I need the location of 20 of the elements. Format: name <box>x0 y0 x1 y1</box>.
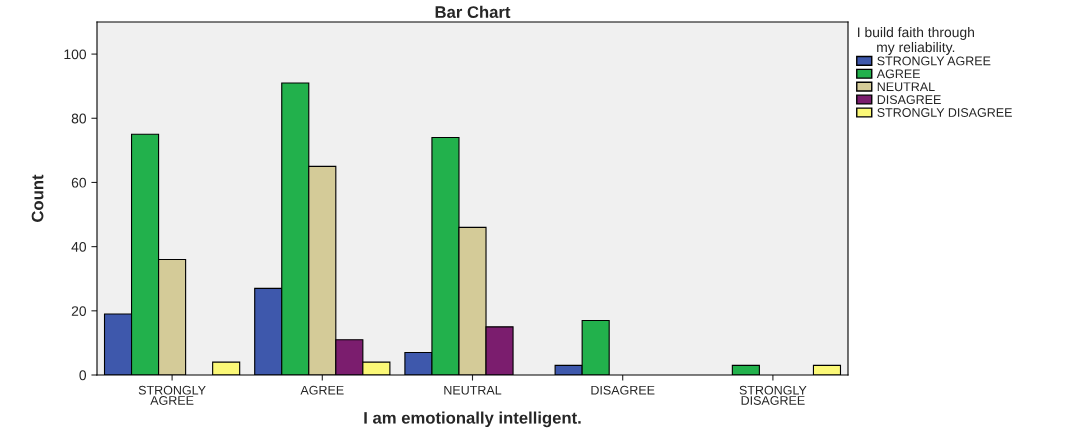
legend-label: AGREE <box>876 69 920 79</box>
x-axis-title: I am emotionally intelligent. <box>364 411 581 428</box>
legend-label: DISAGREE <box>877 95 941 105</box>
legend-label: STRONGLY AGREE <box>877 56 991 66</box>
x-tick-label: AGREE <box>300 385 344 395</box>
chart-title: Bar Chart <box>435 5 511 18</box>
y-tick-label: 100 <box>64 49 87 60</box>
x-tick-label: STRONGLY DISAGREE <box>739 385 807 405</box>
y-tick-label: 80 <box>71 113 87 124</box>
legend-title: I build faith through my reliability. <box>858 27 974 55</box>
y-tick-label: 60 <box>71 177 87 188</box>
x-tick-label: DISAGREE <box>591 385 655 395</box>
x-tick-label: STRONGLY AGREE <box>138 385 206 405</box>
y-tick-label: 20 <box>71 306 87 316</box>
legend-label: NEUTRAL <box>877 82 935 92</box>
y-tick-label: 0 <box>79 370 87 381</box>
x-tick-label: NEUTRAL <box>444 385 502 395</box>
y-axis-title: Count <box>31 174 44 222</box>
y-tick-label: 40 <box>71 241 87 252</box>
legend-label: STRONGLY DISAGREE <box>877 108 1012 117</box>
